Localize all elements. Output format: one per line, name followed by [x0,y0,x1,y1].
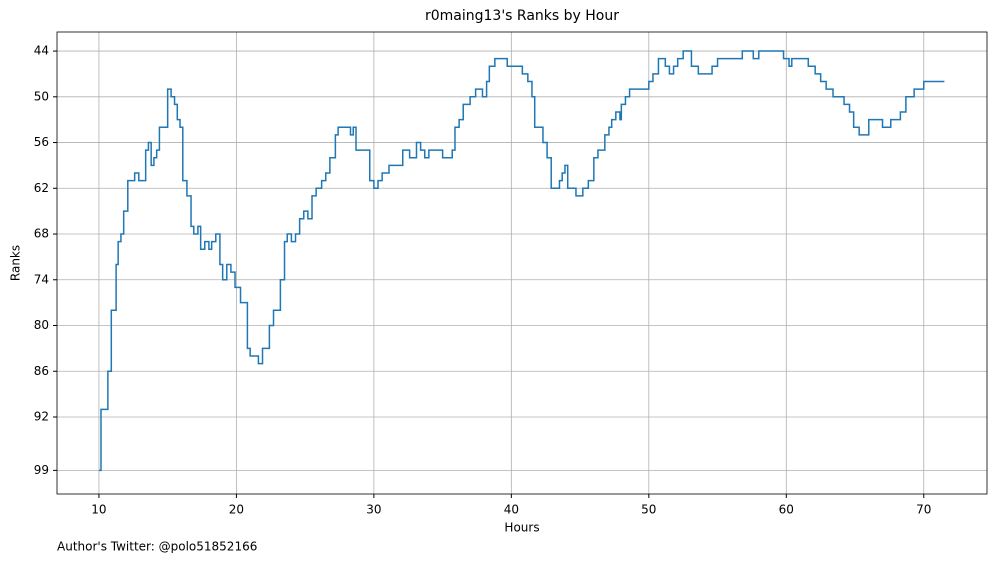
x-tick-label: 50 [641,503,656,517]
y-tick-label: 56 [34,135,49,149]
y-tick-label: 99 [34,463,49,477]
y-tick-label: 62 [34,181,49,195]
x-tick-label: 20 [229,503,244,517]
y-tick-label: 80 [34,318,49,332]
x-axis-label: Hours [504,521,539,535]
annotation: Author's Twitter: @polo51852166 [57,540,257,554]
x-tick-label: 30 [366,503,381,517]
step-line [98,50,945,472]
y-tick-label: 74 [34,272,49,286]
y-tick-label: 68 [34,227,49,241]
y-tick-label: 44 [34,44,49,58]
plot-frame [56,31,988,495]
y-tick-label: 92 [34,410,49,424]
y-tick-label: 86 [34,364,49,378]
x-tick-label: 10 [91,503,106,517]
x-tick-label: 40 [504,503,519,517]
chart-title: r0maing13's Ranks by Hour [425,8,619,24]
x-tick-label: 60 [779,503,794,517]
x-tick-label: 70 [916,503,931,517]
y-axis-label: Ranks [9,245,23,281]
y-tick-label: 50 [34,89,49,103]
